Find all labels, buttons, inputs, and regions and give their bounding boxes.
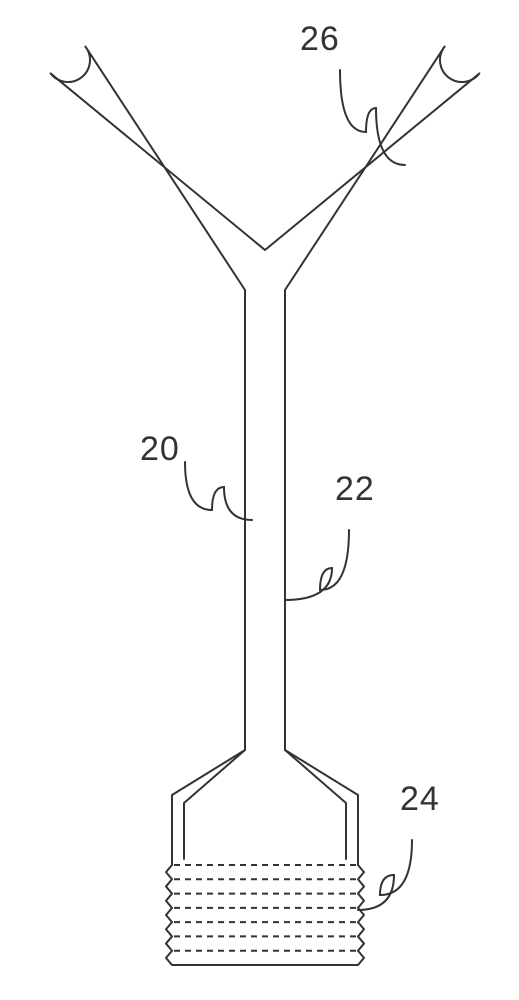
label-20-text: 20 (140, 430, 180, 468)
label-24-text: 24 (400, 780, 440, 818)
label-26-text: 26 (300, 20, 340, 58)
label-22-text: 22 (335, 470, 375, 508)
technical-diagram: 26 20 22 24 (0, 0, 519, 1000)
